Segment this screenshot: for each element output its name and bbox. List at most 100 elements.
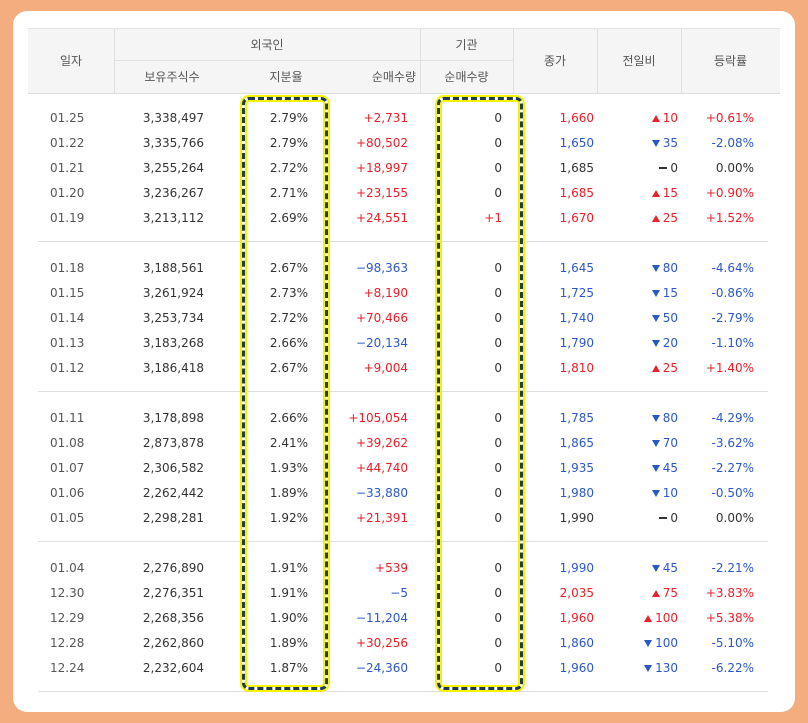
row-foreign-net: +44,740 <box>355 461 408 475</box>
table-row: 12.24 2,232,604 1.87% −24,360 0 1,960 130 -6.22… <box>28 656 780 681</box>
row-date: 01.25 <box>50 111 85 125</box>
row-foreign-net: +24,551 <box>355 211 408 225</box>
row-holdings: 3,335,766 <box>142 136 204 150</box>
row-change-value: 25 <box>662 211 678 225</box>
table-row: 01.08 2,873,878 2.41% +39,262 0 1,865 70 -3.62% <box>28 431 780 456</box>
up-triangle-icon <box>651 365 660 372</box>
investor-trading-table: 일자 외국인 기관 보유주식수 지분율 순매수량 순매수량 종가 전일비 등락률… <box>28 28 780 693</box>
row-close: 1,865 <box>559 436 594 450</box>
row-inst-net: 0 <box>494 436 502 450</box>
row-rate: -2.27% <box>711 461 754 475</box>
row-change: 70 <box>651 435 678 451</box>
group-divider <box>38 691 768 692</box>
row-date: 01.21 <box>50 161 85 175</box>
row-holdings: 2,276,890 <box>142 561 204 575</box>
row-date: 01.04 <box>50 561 85 575</box>
row-holdings: 3,253,734 <box>142 311 204 325</box>
row-rate: 0.00% <box>715 161 754 175</box>
row-holdings: 2,268,356 <box>142 611 204 625</box>
row-ratio: 1.87% <box>269 661 308 675</box>
table-row: 01.21 3,255,264 2.72% +18,997 0 1,685 0 0.00% <box>28 156 780 181</box>
row-change: 0 <box>659 510 678 526</box>
row-foreign-net: +39,262 <box>355 436 408 450</box>
table-row: 01.18 3,188,561 2.67% −98,363 0 1,645 80 -4.64% <box>28 256 780 281</box>
down-triangle-icon <box>651 315 660 322</box>
row-close: 1,790 <box>559 336 594 350</box>
row-ratio: 2.67% <box>269 361 308 375</box>
row-close: 1,645 <box>559 261 594 275</box>
down-triangle-icon <box>651 415 660 422</box>
row-change: 35 <box>651 135 678 151</box>
row-close: 1,960 <box>559 611 594 625</box>
row-inst-net: 0 <box>494 111 502 125</box>
table-row: 01.13 3,183,268 2.66% −20,134 0 1,790 20 -1.10% <box>28 331 780 356</box>
row-date: 01.18 <box>50 261 85 275</box>
row-inst-net: 0 <box>494 286 502 300</box>
table-row: 01.19 3,213,112 2.69% +24,551 +1 1,670 25 +1.52… <box>28 206 780 231</box>
down-triangle-icon <box>644 665 653 672</box>
row-date: 01.05 <box>50 511 85 525</box>
row-foreign-net: +539 <box>375 561 408 575</box>
row-foreign-net: +2,731 <box>363 111 408 125</box>
row-ratio: 2.79% <box>269 111 308 125</box>
row-inst-net: 0 <box>494 461 502 475</box>
row-rate: -2.21% <box>711 561 754 575</box>
row-change: 130 <box>644 660 678 676</box>
row-holdings: 3,186,418 <box>142 361 204 375</box>
table-row: 12.29 2,268,356 1.90% −11,204 0 1,960 100 +5.38… <box>28 606 780 631</box>
table-row: 01.11 3,178,898 2.66% +105,054 0 1,785 80 -4.29… <box>28 406 780 431</box>
row-foreign-net: +23,155 <box>355 186 408 200</box>
row-date: 12.24 <box>50 661 85 675</box>
row-close: 1,660 <box>559 111 594 125</box>
row-date: 01.15 <box>50 286 85 300</box>
row-change: 15 <box>651 185 678 201</box>
row-ratio: 2.71% <box>269 186 308 200</box>
row-holdings: 3,236,267 <box>142 186 204 200</box>
down-triangle-icon <box>651 565 660 572</box>
row-holdings: 2,262,442 <box>142 486 204 500</box>
header-rate: 등락률 <box>713 54 748 68</box>
row-holdings: 2,232,604 <box>142 661 204 675</box>
row-date: 01.13 <box>50 336 85 350</box>
row-date: 01.22 <box>50 136 85 150</box>
row-foreign-net: −11,204 <box>355 611 408 625</box>
down-triangle-icon <box>651 265 660 272</box>
ratio-highlight-box <box>242 97 328 690</box>
row-inst-net: 0 <box>494 611 502 625</box>
table-row: 01.25 3,338,497 2.79% +2,731 0 1,660 10 +0.61% <box>28 106 780 131</box>
row-ratio: 1.91% <box>269 586 308 600</box>
row-date: 01.12 <box>50 361 85 375</box>
row-change-value: 10 <box>662 486 678 500</box>
header-change: 전일비 <box>622 54 656 68</box>
row-change-value: 10 <box>662 111 678 125</box>
row-close: 1,860 <box>559 636 594 650</box>
up-triangle-icon <box>651 190 660 197</box>
row-rate: +5.38% <box>705 611 754 625</box>
header-ratio: 지분율 <box>269 70 303 84</box>
row-date: 12.28 <box>50 636 85 650</box>
row-ratio: 2.41% <box>269 436 308 450</box>
row-rate: -3.62% <box>711 436 754 450</box>
down-triangle-icon <box>651 340 660 347</box>
row-ratio: 2.72% <box>269 311 308 325</box>
row-change-value: 80 <box>662 411 678 425</box>
row-change-value: 75 <box>662 586 678 600</box>
row-date: 01.11 <box>50 411 85 425</box>
row-inst-net: 0 <box>494 411 502 425</box>
row-inst-net: 0 <box>494 561 502 575</box>
group-divider <box>38 541 768 542</box>
down-triangle-icon <box>651 290 660 297</box>
row-inst-net: 0 <box>494 361 502 375</box>
row-date: 01.20 <box>50 186 85 200</box>
row-rate: -4.29% <box>711 411 754 425</box>
down-triangle-icon <box>651 140 660 147</box>
row-change-value: 25 <box>662 361 678 375</box>
row-inst-net: 0 <box>494 586 502 600</box>
row-change: 10 <box>651 485 678 501</box>
table-row: 01.07 2,306,582 1.93% +44,740 0 1,935 45 -2.27% <box>28 456 780 481</box>
row-holdings: 3,178,898 <box>142 411 204 425</box>
header-close: 종가 <box>543 54 567 68</box>
row-rate: +1.40% <box>705 361 754 375</box>
table-row: 01.15 3,261,924 2.73% +8,190 0 1,725 15 -0.86% <box>28 281 780 306</box>
row-close: 1,980 <box>559 486 594 500</box>
